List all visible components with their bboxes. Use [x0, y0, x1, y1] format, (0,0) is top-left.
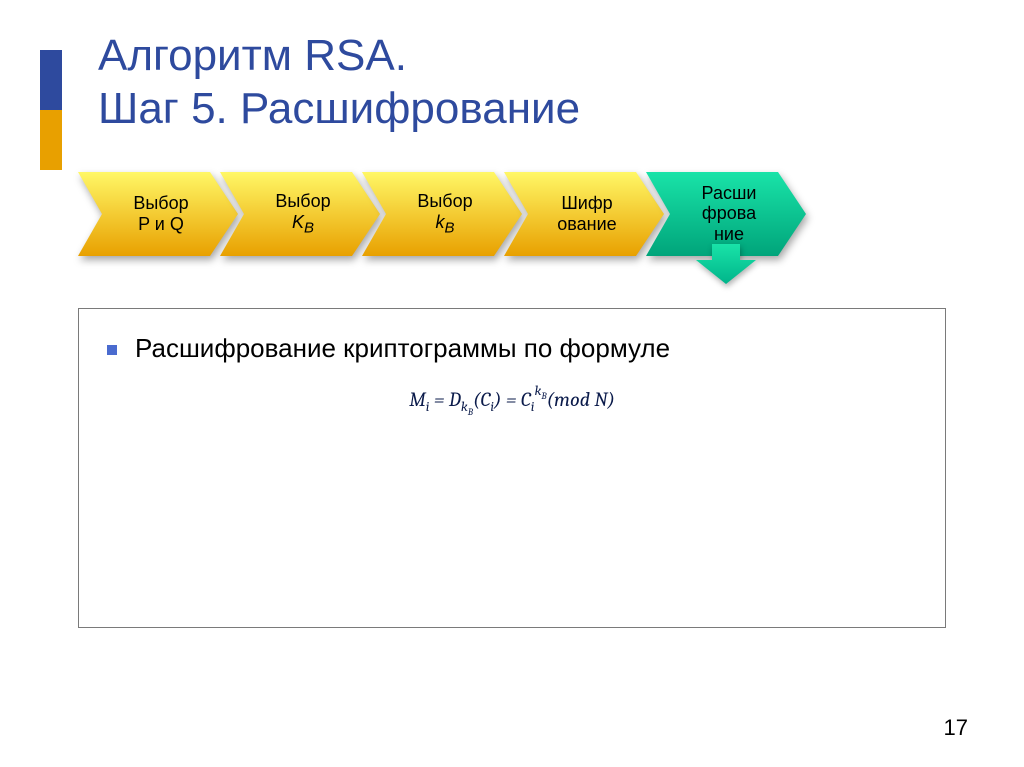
chevron-step-3: ВыборkB: [362, 172, 522, 256]
page-number: 17: [944, 715, 968, 741]
title-accent: [40, 50, 62, 170]
title-line-1: Алгоритм RSA.: [98, 31, 407, 80]
chevron-label: ВыборKB: [220, 172, 380, 256]
chevron-step-5: Расшифрование: [646, 172, 806, 256]
content-box: Расшифрование криптограммы по формуле Mi…: [78, 308, 946, 628]
chevron-step-1: ВыборP и Q: [78, 172, 238, 256]
title-line-2: Шаг 5. Расшифрование: [98, 84, 580, 133]
bullet-text: Расшифрование криптограммы по формуле: [135, 333, 670, 364]
process-chevrons: ВыборP и QВыборKBВыборkBШифрованиеРасшиф…: [78, 172, 974, 256]
current-step-arrow-icon: [696, 244, 756, 284]
slide-title: Алгоритм RSA. Шаг 5. Расшифрование: [98, 30, 974, 136]
bullet-item: Расшифрование криптограммы по формуле: [107, 333, 917, 364]
formula: Mi = DkB(Ci) = CikB(mod N): [107, 388, 917, 418]
chevron-label: ВыборkB: [362, 172, 522, 256]
chevron-step-2: ВыборKB: [220, 172, 380, 256]
chevron-label: Шифрование: [504, 172, 664, 256]
chevron-step-4: Шифрование: [504, 172, 664, 256]
bullet-icon: [107, 345, 117, 355]
chevron-label: ВыборP и Q: [78, 172, 238, 256]
